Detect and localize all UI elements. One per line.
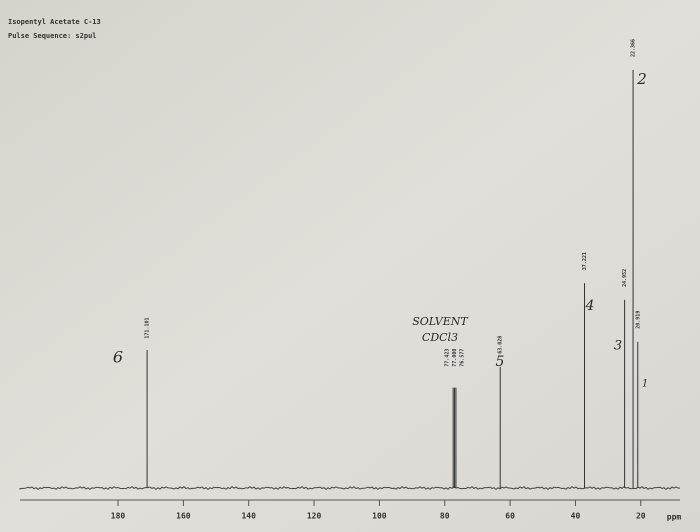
x-tick-label: 180 — [111, 512, 126, 521]
peak-label: 24.952 — [622, 269, 628, 287]
annotation: 6 — [113, 348, 123, 367]
x-tick-label: 120 — [307, 512, 322, 521]
peak-label: 171.101 — [145, 318, 151, 339]
x-tick-label: 40 — [571, 512, 581, 521]
x-tick-label: 20 — [636, 512, 646, 521]
peak-label: 37.221 — [582, 252, 588, 270]
baseline — [19, 485, 681, 491]
annotation: 3 — [614, 339, 622, 354]
peak-label: 63.028 — [498, 336, 504, 354]
x-tick-label: 140 — [241, 512, 256, 521]
annotation: 5 — [496, 354, 505, 370]
annotation: 1 — [642, 379, 648, 390]
peak-label: 22.366 — [631, 39, 637, 57]
peak-label: 77.000 — [452, 349, 458, 367]
chart-subtitle: Pulse Sequence: s2pul — [8, 32, 97, 40]
chart-title: Isopentyl Acetate C-13 — [8, 18, 101, 26]
x-axis-label: ppm — [667, 513, 682, 522]
x-tick-label: 60 — [505, 512, 515, 521]
peak-label: 76.577 — [459, 349, 465, 367]
x-tick-label: 80 — [440, 512, 450, 521]
peak-label: 77.423 — [445, 349, 451, 367]
annotation: CDCl3 — [422, 331, 458, 344]
annotation: 2 — [636, 70, 647, 88]
annotation: SOLVENT — [412, 315, 469, 328]
annotation: 4 — [585, 298, 595, 314]
x-tick-label: 160 — [176, 512, 191, 521]
peak-label: 20.919 — [635, 311, 641, 329]
x-tick-label: 100 — [372, 512, 387, 521]
